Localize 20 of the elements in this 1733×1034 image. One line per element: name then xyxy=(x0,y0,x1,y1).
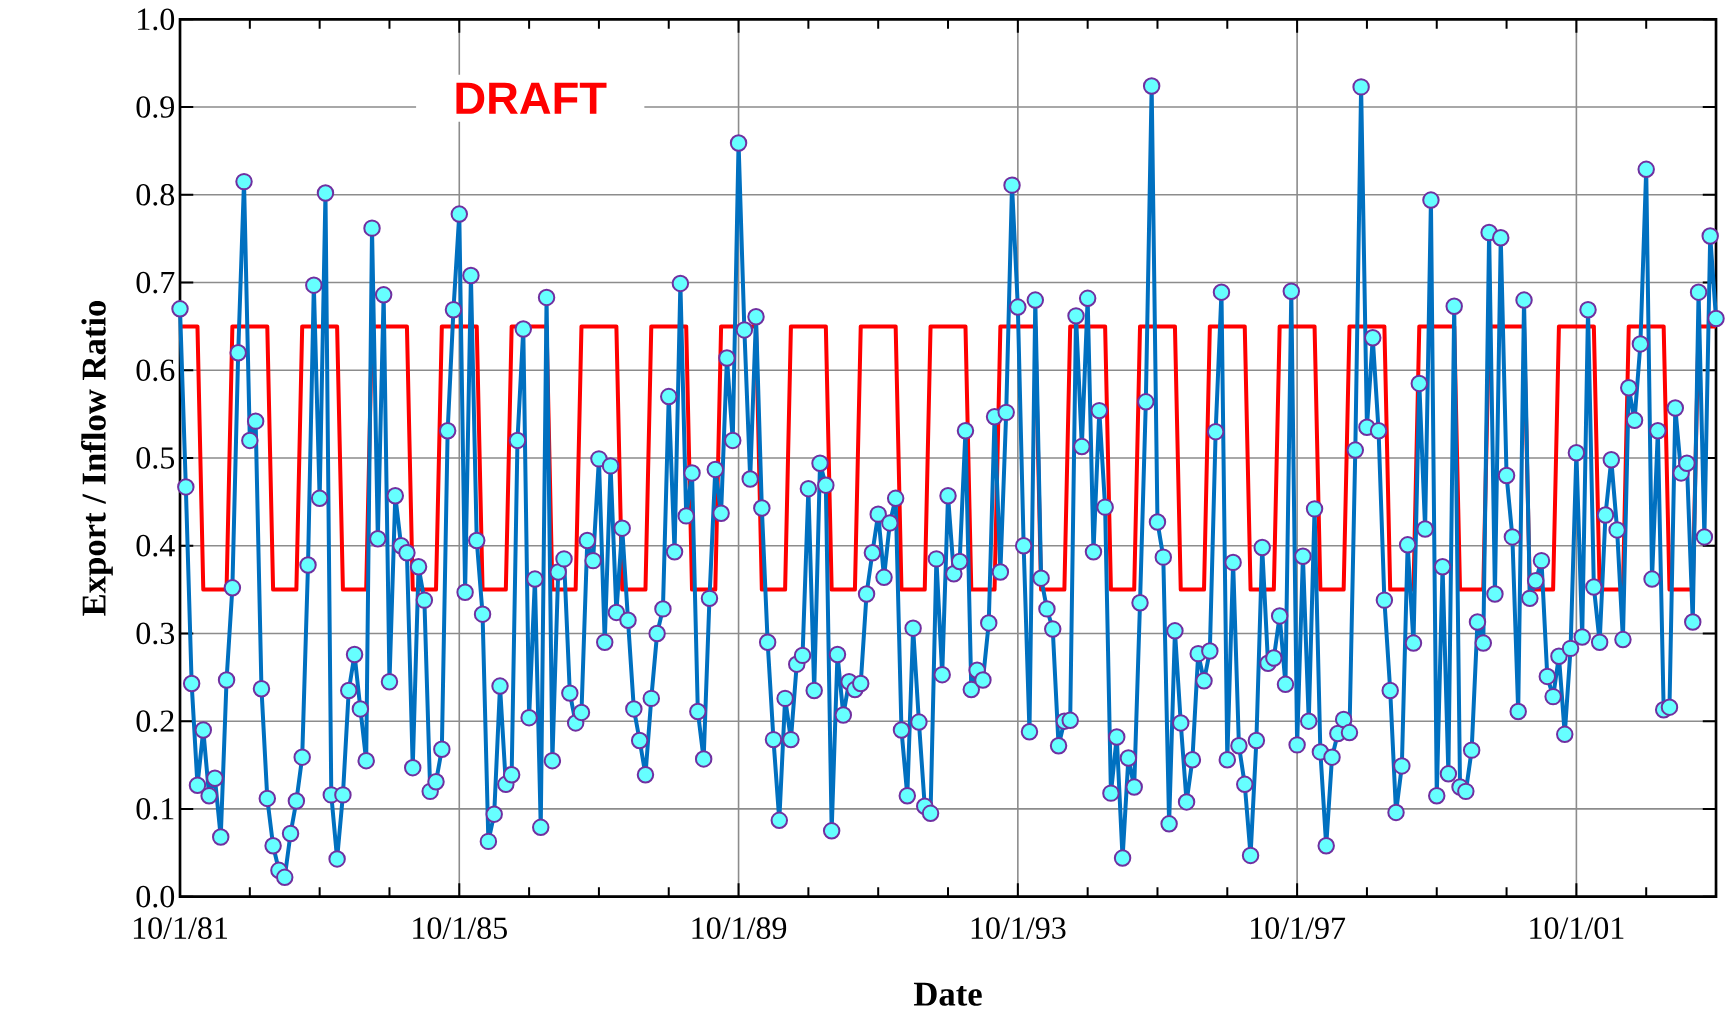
x-tick-label: 10/1/97 xyxy=(1251,917,1346,939)
x-tick-label: 10/1/89 xyxy=(692,917,787,939)
x-tick-label: 10/1/85 xyxy=(413,917,507,939)
y-axis-title: Export / Inflow Ratio xyxy=(81,300,113,616)
x-tick-label: 10/1/81 xyxy=(133,917,227,939)
y-tick-label: 1.0 xyxy=(138,8,175,31)
y-tick-label: 0.1 xyxy=(136,798,174,820)
y-tick-label: 0.7 xyxy=(136,271,175,294)
y-tick-label: 0.5 xyxy=(136,447,175,469)
x-tick-label: 10/1/93 xyxy=(971,917,1066,939)
y-tick-label: 0.2 xyxy=(136,710,174,733)
y-tick-label: 0.9 xyxy=(136,96,174,118)
x-tick-label: 10/1/01 xyxy=(1530,917,1624,939)
y-tick-label: 0.0 xyxy=(136,885,175,908)
x-axis-title: Date xyxy=(913,982,982,1006)
y-tick-label: 0.8 xyxy=(136,183,175,206)
y-tick-label: 0.3 xyxy=(136,622,175,645)
y-tick-label: 0.6 xyxy=(136,359,175,382)
annotation: DRAFT xyxy=(456,82,607,114)
y-tick-label: 0.4 xyxy=(136,534,175,557)
